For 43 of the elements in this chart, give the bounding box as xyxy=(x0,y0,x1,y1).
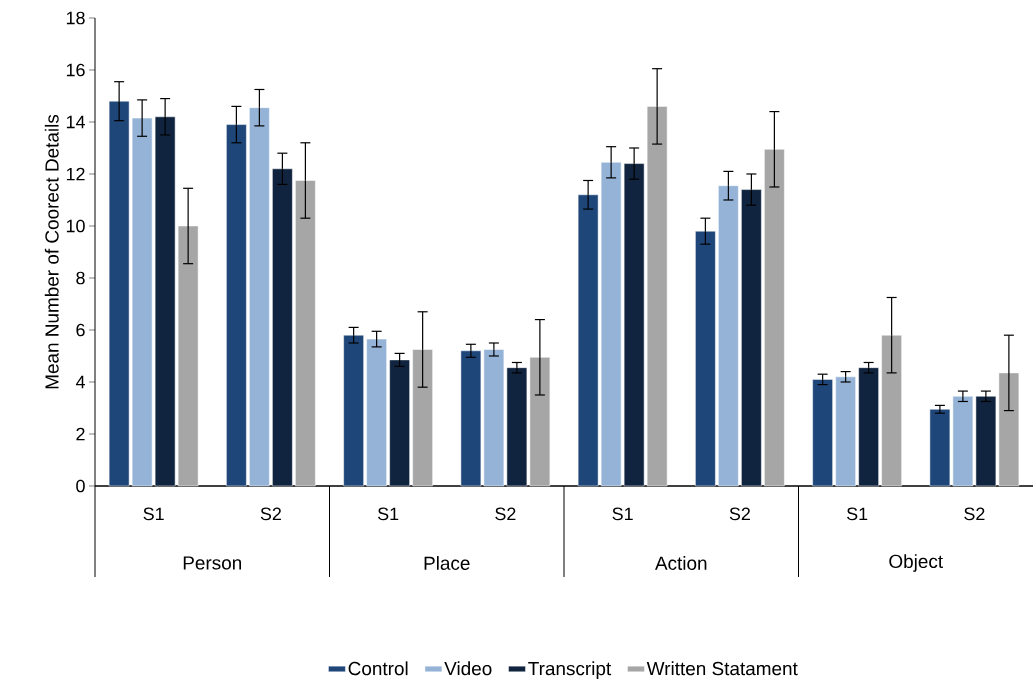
bar xyxy=(764,149,785,487)
bar xyxy=(249,107,270,487)
x-tick-label: S1 xyxy=(612,507,633,521)
legend-label: Transcript xyxy=(528,661,612,680)
bar xyxy=(858,367,879,487)
bar xyxy=(366,338,387,487)
legend-label: Video xyxy=(444,661,492,676)
y-axis-title: Mean Number of Coorect Details xyxy=(44,114,59,389)
text: Place xyxy=(424,556,470,570)
bar xyxy=(695,230,716,487)
y-tick-label: 12 xyxy=(66,167,85,181)
y-tick-label: 14 xyxy=(66,115,85,129)
x-tick-label: S1 xyxy=(143,507,164,521)
x-tick-label: S1 xyxy=(846,507,868,521)
x-tick-label: S2 xyxy=(495,507,516,521)
bar xyxy=(272,168,293,487)
y-tick-label: 0 xyxy=(76,479,85,493)
text: Person xyxy=(183,556,242,570)
text: Object xyxy=(889,554,943,572)
y-tick-label: 18 xyxy=(66,11,85,25)
x-tick-label: S2 xyxy=(260,507,281,521)
bar xyxy=(718,185,739,487)
bar xyxy=(389,359,410,487)
bar xyxy=(412,349,433,487)
x-tick-label: S2 xyxy=(964,507,985,521)
y-tick-label: 8 xyxy=(76,271,85,285)
bar xyxy=(343,334,364,487)
bar xyxy=(881,334,902,487)
y-tick-label: 6 xyxy=(76,323,85,337)
y-tick-label: 16 xyxy=(66,63,85,77)
y-tick-label: 4 xyxy=(75,375,85,389)
y-tick-label: 10 xyxy=(66,219,85,233)
bar xyxy=(835,376,856,487)
bar xyxy=(741,189,762,487)
x-tick-label: S1 xyxy=(377,507,399,521)
y-tick-label: 2 xyxy=(76,427,85,441)
text: Action xyxy=(654,556,707,570)
bar xyxy=(295,180,316,487)
bar xyxy=(226,124,247,487)
x-tick-label: S2 xyxy=(729,507,750,521)
legend-label: Written Statament xyxy=(646,661,798,676)
bar xyxy=(812,379,833,487)
legend-label: Control xyxy=(348,661,408,676)
